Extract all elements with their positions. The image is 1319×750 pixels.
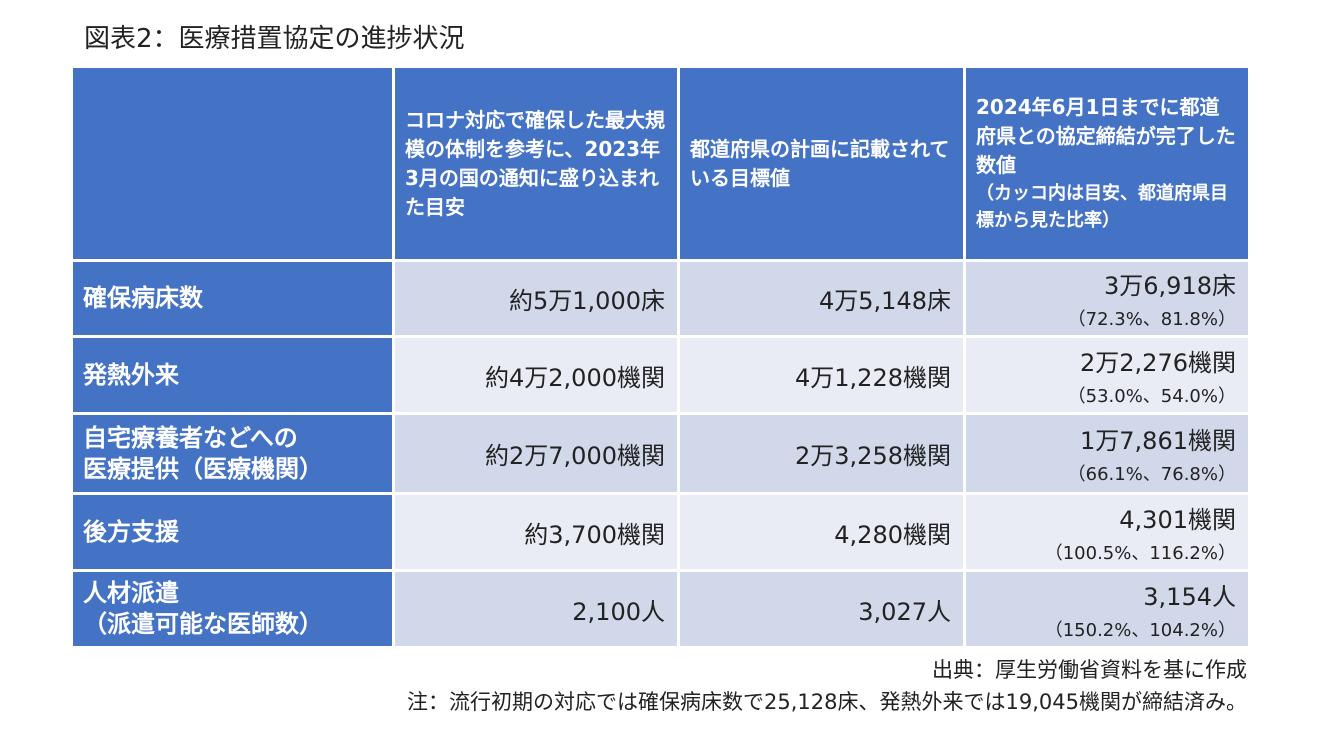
result-value: 3,154人 — [1143, 582, 1236, 611]
row-label: 確保病床数 — [70, 259, 395, 338]
title: 図表2：医療措置協定の進捗状況 — [84, 24, 465, 54]
header-cell: コロナ対応で確保した最大規模の体制を参考に、2023年3月の国の通知に盛り込まれ… — [392, 65, 680, 262]
note: 注：流行初期の対応では確保病床数で25,128床、発熱外来では19,045機関が… — [407, 690, 1247, 714]
header-row: コロナ対応で確保した最大規模の体制を参考に、2023年3月の国の通知に盛り込まれ… — [70, 65, 1251, 262]
header-cell: 都道府県の計画に記載されている目標値 — [677, 65, 966, 262]
row-label: 自宅療養者などへの 医療提供（医療機関） — [70, 412, 395, 495]
result-ratio: （100.5%、116.2%） — [1044, 542, 1236, 564]
guideline-cell: 約5万1,000床 — [392, 259, 680, 338]
table-body: コロナ対応で確保した最大規模の体制を参考に、2023年3月の国の通知に盛り込まれ… — [70, 65, 1251, 649]
plan-cell: 4,280機関 — [677, 492, 966, 572]
result-value: 3万6,918床 — [1104, 272, 1236, 300]
result-ratio: （66.1%、76.8%） — [1067, 464, 1236, 485]
header-text: 2024年6月1日までに都道府県との協定締結が完了した数値 — [976, 95, 1236, 177]
row-label-line: （派遣可能な医師数） — [83, 610, 323, 638]
result-value: 4,301機関 — [1119, 505, 1236, 534]
result-value: 2万2,276機関 — [1080, 348, 1236, 377]
result-cell: 2万2,276機関 （53.0%、54.0%） — [963, 335, 1251, 415]
row-label-line: 発熱外来 — [83, 360, 179, 389]
row-label: 発熱外来 — [70, 335, 395, 415]
guideline-cell: 約4万2,000機関 — [392, 335, 680, 415]
row-label-line: 自宅療養者などへの — [83, 423, 298, 452]
guideline-cell: 2,100人 — [392, 569, 680, 649]
result-value: 1万7,861機関 — [1080, 427, 1236, 455]
guideline-cell: 約2万7,000機関 — [392, 412, 680, 495]
result-cell: 3万6,918床 （72.3%、81.8%） — [963, 259, 1251, 338]
row: 人材派遣 （派遣可能な医師数） 2,100人 3,027人 3,154人 （150.2%、… — [70, 569, 1251, 649]
result-ratio: （53.0%、54.0%） — [1067, 385, 1236, 407]
row: 確保病床数 約5万1,000床 4万5,148床 3万6,918床 （72.3%、81.… — [70, 259, 1251, 338]
header-note: （カッコ内は目安、都道府県目標から見た比率） — [976, 183, 1228, 231]
plan-cell: 4万5,148床 — [677, 259, 966, 338]
row-label: 人材派遣 （派遣可能な医師数） — [70, 569, 395, 649]
row: 後方支援 約3,700機関 4,280機関 4,301機関 （100.5%、116.2%… — [70, 492, 1251, 572]
result-ratio: （150.2%、104.2%） — [1044, 619, 1236, 641]
row-label-line: 後方支援 — [83, 517, 179, 546]
guideline-cell: 約3,700機関 — [392, 492, 680, 572]
row-label: 後方支援 — [70, 492, 395, 572]
plan-cell: 4万1,228機関 — [677, 335, 966, 415]
plan-cell: 3,027人 — [677, 569, 966, 649]
row: 自宅療養者などへの 医療提供（医療機関） 約2万7,000機関 2万3,258機関 1万… — [70, 412, 1251, 495]
result-cell: 1万7,861機関 （66.1%、76.8%） — [963, 412, 1251, 495]
table: コロナ対応で確保した最大規模の体制を参考に、2023年3月の国の通知に盛り込まれ… — [70, 65, 1251, 649]
row-label-line: 確保病床数 — [83, 284, 203, 312]
header-cell — [70, 65, 395, 262]
row-label-line: 人材派遣 — [83, 579, 179, 607]
header-cell: 2024年6月1日までに都道府県との協定締結が完了した数値 （カッコ内は目安、都道… — [963, 65, 1251, 262]
result-cell: 3,154人 （150.2%、104.2%） — [963, 569, 1251, 649]
source: 出典：厚生労働省資料を基に作成 — [932, 658, 1247, 682]
result-cell: 4,301機関 （100.5%、116.2%） — [963, 492, 1251, 572]
plan-cell: 2万3,258機関 — [677, 412, 966, 495]
row-label-line: 医療提供（医療機関） — [83, 454, 323, 483]
row: 発熱外来 約4万2,000機関 4万1,228機関 2万2,276機関 （53.0%、5… — [70, 335, 1251, 415]
result-ratio: （72.3%、81.8%） — [1067, 309, 1236, 330]
